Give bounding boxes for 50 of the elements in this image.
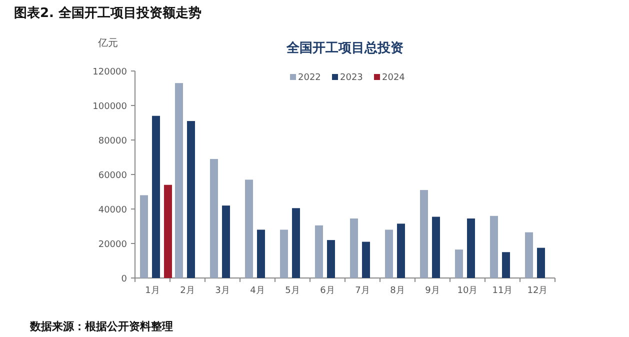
- x-tick-label: 1月: [145, 286, 160, 296]
- bar: [432, 216, 440, 278]
- bar: [140, 195, 148, 278]
- x-tick-label: 6月: [320, 286, 335, 296]
- x-tick-label: 12月: [527, 286, 548, 296]
- chart-title: 图表2. 全国开工项目投资额走势: [14, 5, 202, 21]
- x-tick-label: 3月: [215, 286, 230, 296]
- bar: [222, 206, 230, 278]
- bar: [152, 116, 160, 278]
- source-note: 数据来源：根据公开资料整理: [29, 320, 173, 333]
- y-tick-label: 120000: [92, 68, 128, 78]
- x-tick-label: 2月: [180, 286, 195, 296]
- y-tick-label: 60000: [98, 171, 128, 181]
- legend-label: 2024: [382, 73, 406, 83]
- bar: [455, 250, 463, 278]
- bar: [397, 224, 405, 278]
- bar: [490, 216, 498, 278]
- bar: [385, 230, 393, 278]
- bar: [210, 158, 218, 278]
- y-tick-label: 40000: [98, 206, 128, 216]
- y-tick-label: 80000: [98, 136, 128, 146]
- x-tick-label: 4月: [250, 286, 265, 296]
- bar: [292, 208, 300, 278]
- bar: [362, 242, 370, 278]
- bar: [175, 83, 183, 278]
- x-tick-label: 9月: [425, 286, 440, 296]
- chart-subtitle: 全国开工项目总投资: [286, 40, 404, 56]
- bar: [280, 230, 288, 278]
- x-tick-label: 10月: [457, 286, 478, 296]
- x-tick-label: 11月: [492, 286, 513, 296]
- bar: [350, 218, 358, 278]
- x-tick-label: 8月: [390, 286, 405, 296]
- bar: [327, 240, 335, 278]
- bar: [257, 230, 265, 278]
- bar: [537, 248, 545, 278]
- y-tick-label: 100000: [92, 102, 128, 112]
- legend-label: 2022: [298, 73, 321, 83]
- legend-label: 2023: [340, 73, 363, 83]
- bar: [502, 252, 510, 278]
- y-tick-label: 0: [121, 274, 128, 284]
- x-tick-label: 5月: [285, 286, 300, 296]
- y-axis-title: 亿元: [97, 38, 118, 49]
- bar: [420, 190, 428, 278]
- bar: [187, 121, 195, 278]
- bar: [245, 180, 253, 278]
- x-tick-label: 7月: [355, 286, 370, 296]
- y-tick-label: 20000: [98, 240, 128, 250]
- bar: [315, 225, 323, 278]
- bar: [467, 218, 475, 278]
- bar: [525, 232, 533, 278]
